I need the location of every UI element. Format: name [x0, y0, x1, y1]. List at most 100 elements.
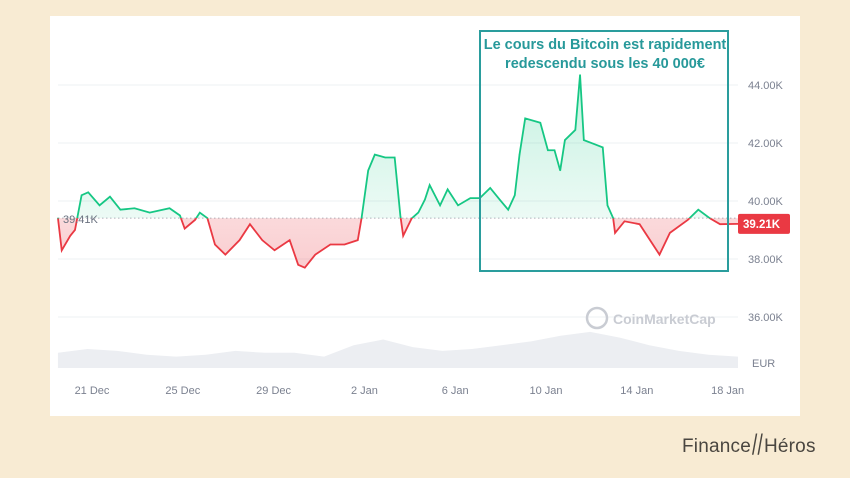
- price-point: [297, 264, 299, 266]
- price-point: [179, 214, 181, 217]
- price-point: [583, 139, 585, 141]
- x-tick-label: 29 Dec: [256, 385, 291, 397]
- price-point: [669, 232, 671, 234]
- price-point: [614, 232, 616, 234]
- price-point: [304, 267, 306, 269]
- price-point: [224, 254, 226, 256]
- x-tick-label: 6 Jan: [442, 385, 469, 397]
- price-point: [574, 129, 576, 131]
- price-point: [602, 146, 604, 148]
- reference-label: 39.41K: [63, 214, 99, 226]
- price-point: [343, 243, 346, 246]
- price-point: [687, 219, 689, 221]
- price-point: [658, 254, 661, 256]
- annotation-text: Le cours du Bitcoin est rapidement redes…: [483, 37, 727, 72]
- price-point: [69, 235, 71, 237]
- price-point: [447, 188, 449, 190]
- price-point: [639, 223, 641, 225]
- logo-slash-icon: //: [752, 430, 763, 463]
- price-point: [87, 191, 89, 193]
- price-point: [429, 184, 431, 186]
- current-price-label: 39.21K: [743, 219, 781, 231]
- price-point: [360, 217, 363, 219]
- price-point: [314, 254, 316, 256]
- price-point: [273, 249, 276, 251]
- x-tick-label: 25 Dec: [165, 385, 200, 397]
- price-point: [697, 209, 699, 211]
- price-point: [367, 169, 369, 172]
- x-tick-label: 18 Jan: [711, 385, 744, 397]
- y-tick-label: 44.00K: [748, 80, 784, 92]
- price-point: [499, 198, 501, 201]
- price-point: [149, 212, 151, 214]
- price-point: [612, 217, 614, 219]
- price-point: [439, 204, 441, 206]
- price-point: [469, 197, 471, 199]
- chart-panel: 44.00K 42.00K 40.00K 38.00K 36.00K EUR CoinMar…: [50, 16, 800, 416]
- price-point: [374, 154, 376, 156]
- logo-right: Héros: [763, 436, 816, 457]
- logo-left: Finance: [682, 436, 751, 457]
- x-tick-label: 10 Jan: [529, 385, 562, 397]
- price-line-down: [57, 218, 739, 269]
- price-chart: 44.00K 42.00K 40.00K 38.00K 36.00K EUR CoinMar…: [57, 74, 790, 397]
- price-point: [579, 74, 581, 76]
- price-point: [206, 217, 208, 219]
- price-point: [623, 220, 626, 222]
- y-tick-label: 42.00K: [748, 138, 784, 150]
- x-tick-label: 14 Jan: [620, 385, 653, 397]
- price-point: [329, 243, 331, 246]
- price-point: [489, 187, 491, 189]
- y-tick-label: 40.00K: [748, 196, 784, 208]
- coinmarketcap-logo-icon: [585, 306, 609, 330]
- annotation-box: [479, 30, 729, 272]
- price-point: [238, 239, 241, 241]
- price-point: [184, 227, 186, 230]
- price-point: [133, 207, 136, 209]
- price-point: [214, 243, 216, 246]
- price-point: [559, 169, 561, 172]
- price-point: [402, 235, 404, 237]
- price-point: [119, 209, 121, 211]
- volume-area: [57, 331, 739, 368]
- price-point: [539, 122, 541, 124]
- up-area: [57, 74, 739, 219]
- price-point: [457, 204, 459, 206]
- down-area: [57, 218, 739, 268]
- price-point: [507, 209, 509, 211]
- price-point: [384, 156, 386, 159]
- watermark: CoinMarketCap: [613, 311, 716, 327]
- current-price-badge: [738, 213, 790, 234]
- price-point: [606, 204, 609, 206]
- price-point: [61, 249, 63, 251]
- price-point: [289, 239, 291, 241]
- price-point: [199, 212, 201, 214]
- price-point: [399, 214, 401, 217]
- price-point: [514, 194, 516, 196]
- price-point: [168, 207, 171, 209]
- price-point: [357, 239, 359, 241]
- x-tick-label: 2 Jan: [351, 385, 378, 397]
- price-point: [424, 198, 426, 201]
- price-point: [98, 204, 101, 206]
- price-point: [57, 217, 59, 219]
- price-point: [518, 154, 521, 156]
- x-tick-label: 21 Dec: [75, 385, 110, 397]
- price-point: [411, 217, 413, 219]
- price-point: [564, 139, 566, 141]
- y-tick-label: 36.00K: [748, 312, 784, 324]
- price-point: [74, 229, 76, 231]
- price-point: [249, 223, 251, 225]
- price-point: [547, 149, 549, 151]
- currency-label: EUR: [752, 358, 775, 370]
- price-line-up: [57, 74, 712, 219]
- price-point: [553, 149, 556, 151]
- price-point: [80, 194, 83, 196]
- price-point: [109, 196, 111, 198]
- price-point: [194, 219, 196, 221]
- price-point: [719, 223, 721, 225]
- price-point: [709, 217, 711, 219]
- y-tick-label: 38.00K: [748, 254, 784, 266]
- finance-heros-logo: Finance//Héros: [682, 431, 816, 463]
- price-point: [594, 143, 596, 146]
